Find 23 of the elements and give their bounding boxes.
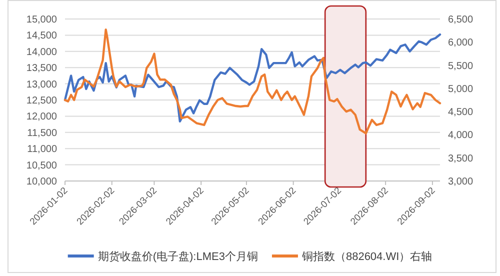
y-tick-label: 10,000 — [26, 176, 58, 188]
line-series — [64, 28, 442, 134]
y-tick-label: 12,500 — [26, 96, 58, 106]
y2-tick-label: 6,000 — [448, 38, 474, 49]
legend-label: 铜指数（882604.WI）右轴 — [300, 250, 432, 263]
y2-tick-label: 4,500 — [448, 107, 474, 118]
y2-tick-label: 5,500 — [448, 60, 474, 72]
y-tick-label: 10,500 — [26, 160, 58, 172]
y-tick-label: 13,000 — [26, 79, 58, 90]
y-tick-label: 14,500 — [26, 30, 58, 42]
y2-tick-label: 3,500 — [448, 153, 474, 164]
y-tick-label: 14,000 — [26, 46, 58, 58]
y-tick-label: 11,500 — [27, 128, 58, 139]
y2-tick-label: 3,000 — [448, 176, 474, 188]
line-series — [64, 33, 442, 122]
y2-tick-label: 6,500 — [448, 14, 474, 26]
y-tick-label: 13,500 — [26, 63, 58, 74]
y-tick-label: 12,000 — [26, 112, 58, 123]
y-tick-label: 15,000 — [26, 14, 58, 26]
legend-label: 期货收盘价(电子盘):LME3个月铜 — [98, 250, 258, 263]
y2-tick-label: 4,000 — [448, 130, 474, 142]
y2-tick-label: 5,000 — [448, 84, 474, 95]
y-tick-label: 11,000 — [27, 144, 58, 156]
